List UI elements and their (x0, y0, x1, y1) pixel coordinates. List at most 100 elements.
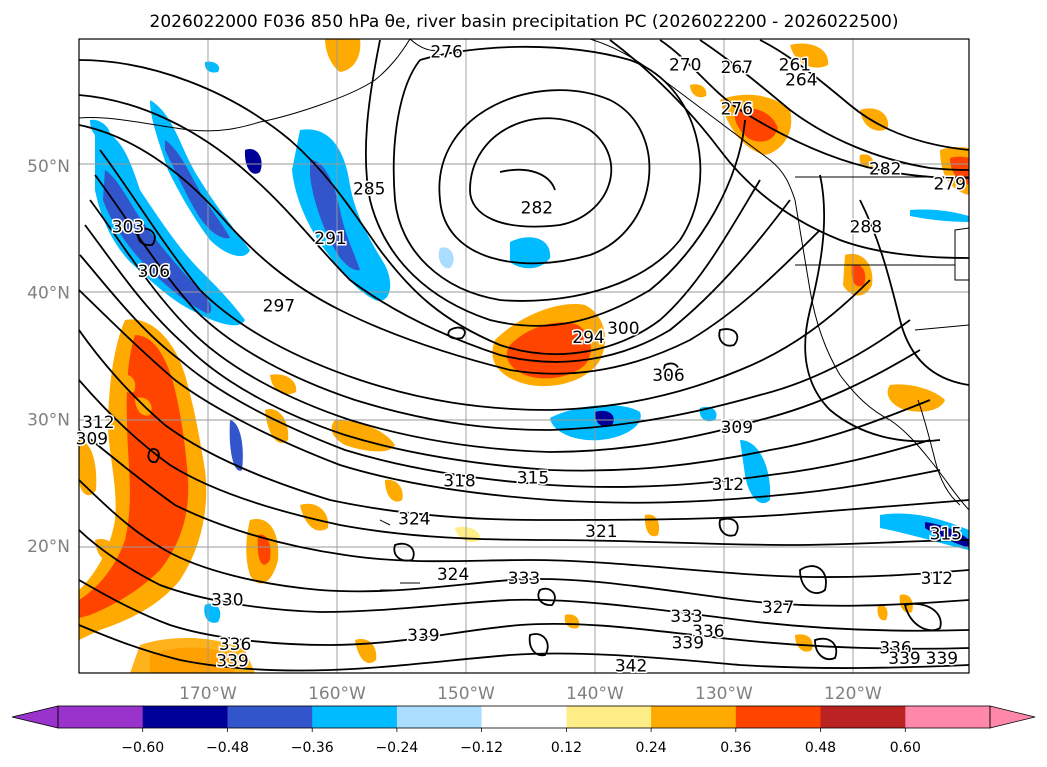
shade-neg-band2-core (165, 140, 230, 239)
contour-label: 333 (508, 569, 540, 589)
contour-label: 312 (921, 569, 953, 589)
colorbar-frame (57, 705, 991, 729)
contour-label: 261 (779, 55, 811, 75)
theta-e-contours (79, 39, 969, 672)
lat-tick-label: 30°N (27, 410, 70, 430)
lon-tick-label: 120°W (824, 684, 882, 704)
contour-label: 294 (572, 328, 604, 348)
colorbar-segment (566, 706, 652, 728)
colorbar-segment (651, 706, 737, 728)
colorbar-segment (820, 706, 906, 728)
contour-label: 264 (785, 71, 817, 91)
colorbar-tick-label: 0.60 (890, 740, 921, 756)
shade-neg-ne-core (925, 522, 969, 548)
contour-label: 339 (672, 634, 704, 654)
colorbar-extend-low (11, 705, 59, 729)
lat-tick-label: 20°N (27, 537, 70, 557)
shade-pos-s3 (355, 639, 377, 664)
lon-tick-label: 160°W (308, 684, 366, 704)
shade-neg-sub-core (594, 410, 614, 427)
shade-pos-top-left (325, 39, 361, 72)
lon-tick-label: 150°W (437, 684, 495, 704)
shade-neg-east2 (699, 406, 717, 422)
shade-neg-alaska (90, 119, 111, 140)
lon-tick-label: 130°W (695, 684, 753, 704)
contour-label: 276 (721, 100, 753, 120)
shade-neg-dark-sw (229, 420, 243, 471)
contour-label: 279 (933, 175, 965, 195)
contour-label: 300 (607, 319, 639, 339)
colorbar-tick-label: 0.36 (720, 740, 751, 756)
contour-label: 339 (888, 649, 920, 669)
contour-label: 324 (398, 509, 430, 529)
shade-neg-nw (95, 130, 245, 326)
colorbar-segment (735, 706, 821, 728)
shade-neg-nw-pt (204, 61, 220, 73)
colorbar-tick-label: 0.24 (636, 740, 667, 756)
colorbar-segment (58, 706, 144, 728)
colorbar-segment (481, 706, 567, 728)
colorbar-segment (396, 706, 483, 728)
shade-pos-sw3-outer (130, 638, 255, 673)
contour-label: 306 (652, 366, 684, 386)
latitude-tick-labels: 20°N 30°N 40°N 50°N (27, 157, 70, 557)
contour-label: 303 (112, 218, 144, 238)
shade-neg-nw-core (103, 170, 212, 314)
contour-label: 309 (76, 429, 108, 449)
contour-label: 267 (721, 58, 753, 78)
shade-neg-band2 (150, 100, 250, 257)
lat-tick-label: 50°N (27, 157, 70, 177)
gridlines (79, 39, 969, 673)
precip-shading (79, 39, 969, 673)
shade-neg-east (740, 440, 771, 504)
contour-label: 285 (353, 180, 385, 200)
contour-label: 336 (692, 622, 724, 642)
colorbar-tick-label: −0.48 (206, 740, 249, 756)
shade-pos-west-outer2 (79, 440, 97, 496)
shade-neg-center2 (438, 247, 454, 269)
contour-label: 339 (926, 649, 958, 669)
lat-tick-label: 40°N (27, 284, 70, 304)
contour-label: 306 (138, 262, 170, 282)
contour-label: 336 (219, 635, 251, 655)
colorbar-tick-label: −0.12 (460, 740, 503, 756)
colorbar-segment (312, 706, 398, 728)
contour-label: 339 (407, 626, 439, 646)
contour-label: 312 (82, 413, 114, 433)
lon-tick-label: 140°W (566, 684, 624, 704)
contour-label: 309 (721, 418, 753, 438)
shade-pos-sw2 (300, 503, 329, 531)
colorbar: −0.60 −0.48 −0.36 −0.24 −0.12 0.12 0.24 0.36 0.4… (11, 705, 1036, 756)
colorbar-tick-label: 0.48 (805, 740, 836, 756)
contour-label: 333 (670, 607, 702, 627)
contour-label: 315 (517, 469, 549, 489)
shade-pos-s11 (859, 154, 874, 169)
shade-pos-sw1-core (257, 534, 271, 565)
colorbar-tick-label: −0.36 (291, 740, 334, 756)
contour-label: 315 (930, 525, 962, 545)
contour-label: 312 (712, 475, 744, 495)
contour-label: 336 (879, 639, 911, 659)
shade-pos-ne-core (734, 108, 778, 142)
contour-label: 321 (585, 522, 617, 542)
contour-label: 297 (263, 296, 295, 316)
shade-neg-east3 (910, 209, 969, 222)
colorbar-tick-label: −0.60 (121, 740, 164, 756)
colorbar-tick-label: 0.12 (551, 740, 582, 756)
contour-label: 270 (669, 55, 701, 75)
shade-pos-s6 (877, 604, 888, 621)
contour-label: 324 (437, 565, 469, 585)
shade-pos-baja (887, 384, 945, 412)
lon-tick-label: 170°W (179, 684, 237, 704)
shade-pos-s9 (120, 374, 136, 393)
shade-pos-s1 (385, 479, 403, 502)
shade-pos-east-land-core (851, 264, 866, 287)
contour-label: 276 (430, 43, 462, 63)
colorbar-segment (905, 706, 991, 728)
contour-label: 291 (314, 229, 346, 249)
contour-label: 288 (850, 218, 882, 238)
contour-label: 282 (869, 159, 901, 179)
shade-pos-ne-top (790, 43, 829, 68)
